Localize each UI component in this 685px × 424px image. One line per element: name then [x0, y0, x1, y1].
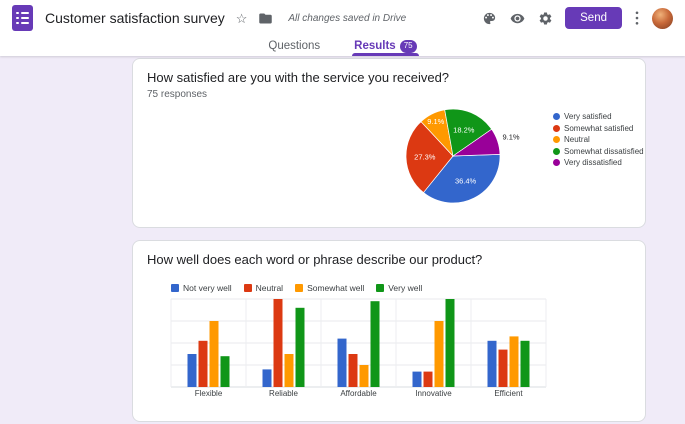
top-bar-actions: Send [481, 7, 673, 29]
x-axis-label: Affordable [340, 389, 377, 398]
pie-legend-item: Very satisfied [553, 111, 644, 123]
bar-reliable-0 [262, 369, 272, 387]
bar-flexible-2 [209, 321, 219, 387]
move-folder-icon[interactable] [257, 10, 274, 27]
legend-marker-icon [171, 284, 179, 292]
question-title: How well does each word or phrase descri… [147, 252, 483, 267]
question-card-satisfaction: How satisfied are you with the service y… [132, 58, 646, 228]
bar-innovative-2 [434, 321, 444, 387]
bar-efficient-0 [487, 340, 497, 387]
legend-label: Somewhat well [307, 283, 365, 293]
tab-questions[interactable]: Questions [266, 36, 322, 56]
bar-legend-item: Neutral [243, 283, 284, 293]
legend-marker-icon [553, 136, 560, 144]
forms-logo-line [16, 16, 33, 20]
pie-legend-item: Very dissatisfied [553, 157, 644, 169]
legend-label: Very satisfied [564, 112, 612, 122]
save-status-text: All changes saved in Drive [288, 12, 407, 24]
bar-flexible-1 [198, 340, 208, 387]
responses-count: 75 responses [147, 89, 208, 100]
bar-flexible-3 [220, 356, 230, 387]
bar-efficient-3 [520, 340, 530, 387]
bar-legend: Not very well Neutral Somewhat well Very we… [171, 283, 422, 293]
send-button[interactable]: Send [565, 7, 622, 29]
legend-marker-icon [295, 284, 304, 292]
bar-legend-item: Somewhat well [295, 283, 364, 293]
pie-legend-item: Somewhat dissatisfied [553, 146, 644, 158]
app-header: Customer satisfaction survey ☆ All chang… [0, 0, 685, 56]
bar-reliable-2 [284, 354, 294, 387]
star-icon[interactable]: ☆ [235, 10, 248, 26]
pie-slice-value-label: 18.2% [453, 126, 475, 135]
tab-results[interactable]: Results 75 [352, 36, 419, 56]
pie-slice-0 [422, 153, 501, 204]
legend-marker-icon [553, 124, 560, 132]
legend-marker-icon [243, 284, 252, 292]
tab-questions-label: Questions [268, 40, 321, 52]
pie-chart-svg: 36.4% 27.3% 9.1% 18.2% 9.1% [405, 108, 520, 204]
legend-marker-icon [553, 147, 560, 155]
question-title: How satisfied are you with the service y… [147, 70, 450, 85]
pie-slice-value-label: 36.4% [455, 177, 477, 186]
pie-slice-value-label: 9.1% [502, 132, 519, 141]
bar-affordable-0 [337, 338, 347, 387]
avatar[interactable] [652, 7, 673, 29]
bar-innovative-0 [412, 371, 422, 387]
settings-gear-icon[interactable] [537, 10, 554, 27]
results-count-badge: 75 [399, 39, 417, 53]
pie-slice-3 [444, 108, 493, 157]
preview-eye-icon[interactable] [509, 10, 526, 27]
x-axis-label: Reliable [269, 389, 298, 398]
legend-label: Very dissatisfied [564, 158, 622, 168]
bar-reliable-1 [273, 299, 283, 387]
legend-marker-icon [376, 284, 385, 292]
pie-legend-item: Neutral [553, 134, 644, 146]
legend-label: Neutral [564, 135, 590, 145]
forms-logo-line [16, 11, 33, 15]
bar-flexible-0 [187, 354, 197, 387]
pie-legend: Very satisfied Somewhat satisfied Neutral S… [553, 111, 644, 169]
legend-label: Not very well [183, 283, 232, 293]
active-tab-indicator [352, 53, 419, 56]
x-axis-label: Efficient [494, 389, 523, 398]
legend-label: Somewhat dissatisfied [564, 146, 644, 156]
results-page: How satisfied are you with the service y… [0, 56, 685, 424]
bar-affordable-3 [370, 301, 380, 387]
bar-efficient-1 [498, 349, 508, 387]
bar-legend-item: Not very well [171, 283, 232, 293]
pie-legend-item: Somewhat satisfied [553, 123, 644, 135]
pie-slice-1 [405, 121, 454, 194]
x-axis-label: Flexible [195, 389, 223, 398]
theme-palette-icon[interactable] [481, 10, 498, 27]
bar-legend-item: Very well [376, 283, 422, 293]
legend-marker-icon [553, 113, 560, 121]
document-title[interactable]: Customer satisfaction survey [45, 10, 225, 26]
legend-label: Neutral [255, 283, 284, 293]
bar-chart-svg: Flexible Reliable Affordable Innovative Effi… [170, 298, 547, 398]
bar-innovative-3 [445, 299, 455, 387]
tab-bar: Questions Results 75 [0, 36, 685, 56]
pie-slice-value-label: 27.3% [414, 153, 436, 162]
legend-label: Somewhat satisfied [564, 123, 634, 133]
x-axis-label: Innovative [415, 389, 452, 398]
bar-innovative-1 [423, 371, 433, 387]
bar-affordable-1 [348, 354, 358, 387]
question-card-product-words: How well does each word or phrase descri… [132, 240, 646, 422]
kebab-menu-icon[interactable] [633, 10, 641, 27]
legend-label: Very well [388, 283, 423, 293]
bar-affordable-2 [359, 365, 369, 387]
pie-slice-value-label: 9.1% [427, 117, 444, 126]
bar-reliable-3 [295, 307, 305, 387]
forms-logo-line [16, 21, 33, 25]
legend-marker-icon [553, 159, 560, 167]
bar-efficient-2 [509, 336, 519, 387]
pie-slice-4 [451, 128, 501, 157]
top-bar: Customer satisfaction survey ☆ All chang… [0, 0, 685, 36]
forms-logo-icon[interactable] [12, 5, 33, 31]
pie-chart: 36.4% 27.3% 9.1% 18.2% 9.1% Very satisfied So… [133, 103, 645, 227]
tab-results-label: Results [354, 40, 396, 52]
